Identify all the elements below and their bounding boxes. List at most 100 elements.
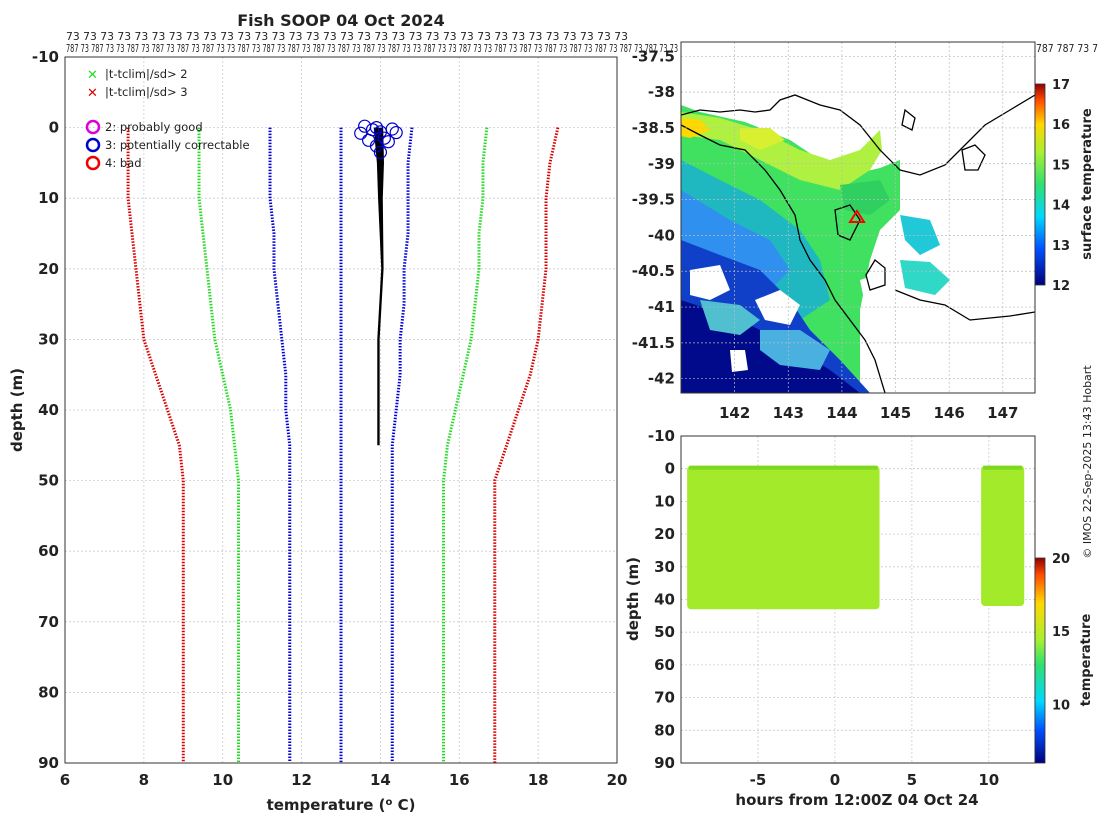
section-ytick-label: 80 xyxy=(654,721,675,739)
profile-y-ticks: -10 0 10 20 30 40 50 60 70 80 90 xyxy=(32,48,59,772)
profile-ytick-label: 30 xyxy=(38,330,59,348)
legend-label-sd3: |t-tclim|/sd> 3 xyxy=(105,85,188,99)
section-ytick-label: 0 xyxy=(665,460,675,478)
probe-ids-row-2-tail: 787 787 73 7 xyxy=(1036,43,1098,55)
profile-series-1-sd xyxy=(268,127,292,763)
flag3-point xyxy=(369,120,384,135)
section-ytick-label: 70 xyxy=(654,689,675,707)
section-ytick-label: 20 xyxy=(654,525,675,543)
profile-xtick-label: 12 xyxy=(291,771,312,789)
map-ytick-label: -38 xyxy=(648,83,675,101)
section-colorbar-tick-label: 10 xyxy=(1052,698,1070,713)
map-grid xyxy=(681,42,1035,393)
legend-cross-sd2-icon: ✕ xyxy=(87,68,98,83)
map-sst-field xyxy=(681,42,1035,393)
profile-ytick-label: 90 xyxy=(38,754,59,772)
profile-chart: 6 8 10 12 14 16 18 20 -10 0 10 20 30 40 50 60 70 80 90 te… xyxy=(8,48,627,814)
profile-series-1-sd xyxy=(390,127,414,763)
profile-ytick-label: 60 xyxy=(38,542,59,560)
map-ytick-label: -38.5 xyxy=(632,119,675,137)
map-xtick-label: 147 xyxy=(987,404,1018,422)
section-colorbar-label: temperature xyxy=(1079,614,1094,707)
section-xtick-label: 0 xyxy=(830,771,840,789)
flag3-point xyxy=(381,135,395,149)
profile-series-3-sd xyxy=(126,127,185,763)
flag3-point xyxy=(385,122,399,136)
section-ytick-label: 60 xyxy=(654,656,675,674)
section-ytick-label: 50 xyxy=(654,623,675,641)
profile-xtick-label: 8 xyxy=(139,771,149,789)
profile-ytick-label: 80 xyxy=(38,683,59,701)
map-colorbar-tick-label: 17 xyxy=(1052,78,1070,93)
profile-x-label-tail: C) xyxy=(392,796,415,814)
map-colorbar-label: surface temperature xyxy=(1080,108,1095,260)
profile-series-group xyxy=(126,127,560,763)
section-y-ticks: -10 0 10 20 30 40 50 60 70 80 90 xyxy=(648,427,675,772)
profile-x-axis-label: temperature (o C) xyxy=(267,796,416,814)
section-ytick-label: -10 xyxy=(648,427,675,445)
map-ytick-label: -40 xyxy=(648,226,675,244)
profile-xtick-label: 14 xyxy=(370,771,391,789)
section-surface-band-1 xyxy=(689,465,878,470)
section-data-block-2 xyxy=(981,465,1025,607)
map-xtick-label: 142 xyxy=(719,404,750,422)
flag3-point xyxy=(377,131,391,145)
profile-xtick-label: 16 xyxy=(449,771,470,789)
map-colorbar-tick-label: 14 xyxy=(1052,199,1070,214)
profile-ytick-label: 40 xyxy=(38,401,59,419)
legend-flag2-circle-icon xyxy=(85,119,101,135)
section-xtick-label: 10 xyxy=(978,771,999,789)
flag3-point xyxy=(362,133,376,147)
map-x-ticks: 142 143 144 145 146 147 xyxy=(719,404,1018,422)
profile-y-axis-label: depth (m) xyxy=(8,368,26,452)
map-ytick-label: -39 xyxy=(648,155,675,173)
profile-frame xyxy=(64,56,618,764)
map-land-and-cloud xyxy=(681,42,1035,393)
map-colorbar-tick-label: 13 xyxy=(1052,239,1070,254)
figure-title: Fish SOOP 04 Oct 2024 xyxy=(237,11,445,30)
section-blocks xyxy=(687,465,1025,610)
profile-ytick-label: 0 xyxy=(49,119,59,137)
legend-label-sd2: |t-tclim|/sd> 2 xyxy=(105,67,188,81)
section-colorbar-tick-label: 15 xyxy=(1052,625,1070,640)
section-xtick-label: -5 xyxy=(750,771,767,789)
section-ytick-label: 90 xyxy=(654,754,675,772)
section-surface-band-2 xyxy=(983,465,1023,470)
legend-flag4-circle-icon xyxy=(85,155,101,171)
map-colorbar-tick-label: 16 xyxy=(1052,118,1070,133)
section-x-axis-label: hours from 12:00Z 04 Oct 24 xyxy=(735,791,978,809)
map-ytick-label: -42 xyxy=(648,370,675,388)
flag3-point xyxy=(354,126,368,140)
map-colorbar-ticks: 12 13 14 15 16 17 xyxy=(1052,78,1070,294)
profile-xtick-label: 6 xyxy=(60,771,70,789)
section-ytick-label: 40 xyxy=(654,591,675,609)
profile-series-3-sd xyxy=(493,127,560,763)
profile-series-2-sd xyxy=(442,127,489,763)
map-y-ticks: -37.5 -38 -38.5 -39 -39.5 -40 -40.5 -41 -41.5 -42 xyxy=(632,47,675,387)
legend-label-flag3: 3: potentially correctable xyxy=(105,138,250,152)
probe-ids-row-1: 73 73 73 73 73 73 73 73 73 73 73 73 73 7… xyxy=(66,31,628,43)
section-chart: -5 0 5 10 -10 0 10 20 30 40 50 60 70 80 90 hours from… xyxy=(624,427,1094,809)
section-colorbar xyxy=(1034,557,1046,764)
section-x-ticks: -5 0 5 10 xyxy=(750,771,1000,789)
section-ytick-label: 10 xyxy=(654,492,675,510)
profile-xtick-label: 10 xyxy=(212,771,233,789)
map-ytick-label: -41 xyxy=(648,298,675,316)
legend-flag3-circle-icon xyxy=(85,137,101,153)
map-xtick-label: 146 xyxy=(934,404,965,422)
map-xtick-label: 144 xyxy=(826,404,857,422)
measured-profile-group xyxy=(354,119,403,446)
map-xtick-label: 145 xyxy=(880,404,911,422)
profile-ytick-label: 70 xyxy=(38,613,59,631)
profile-series-2-sd xyxy=(197,127,240,763)
map-ytick-label: -39.5 xyxy=(632,191,675,209)
section-y-axis-label: depth (m) xyxy=(624,557,642,641)
flag3-point xyxy=(389,125,403,140)
profile-xtick-label: 20 xyxy=(607,771,628,789)
profile-legend: ✕ |t-tclim|/sd> 2 ✕ |t-tclim|/sd> 3 2: p… xyxy=(85,67,250,171)
map-colorbar-tick-label: 15 xyxy=(1052,158,1070,173)
section-xtick-label: 5 xyxy=(907,771,917,789)
section-ytick-label: 30 xyxy=(654,558,675,576)
credit-text: © IMOS 22-Sep-2025 13:43 Hobart xyxy=(1081,365,1094,559)
map-colorbar xyxy=(1034,83,1046,286)
